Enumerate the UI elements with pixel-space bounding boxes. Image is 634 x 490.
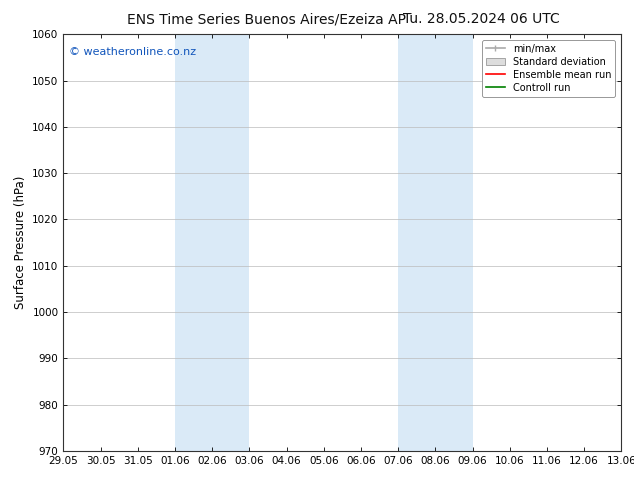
Text: ENS Time Series Buenos Aires/Ezeiza AP: ENS Time Series Buenos Aires/Ezeiza AP — [127, 12, 406, 26]
Text: Tu. 28.05.2024 06 UTC: Tu. 28.05.2024 06 UTC — [403, 12, 560, 26]
Bar — [398, 34, 472, 451]
Legend: min/max, Standard deviation, Ensemble mean run, Controll run: min/max, Standard deviation, Ensemble me… — [482, 40, 616, 97]
Y-axis label: Surface Pressure (hPa): Surface Pressure (hPa) — [14, 176, 27, 309]
Text: © weatheronline.co.nz: © weatheronline.co.nz — [69, 47, 196, 57]
Bar — [175, 34, 249, 451]
